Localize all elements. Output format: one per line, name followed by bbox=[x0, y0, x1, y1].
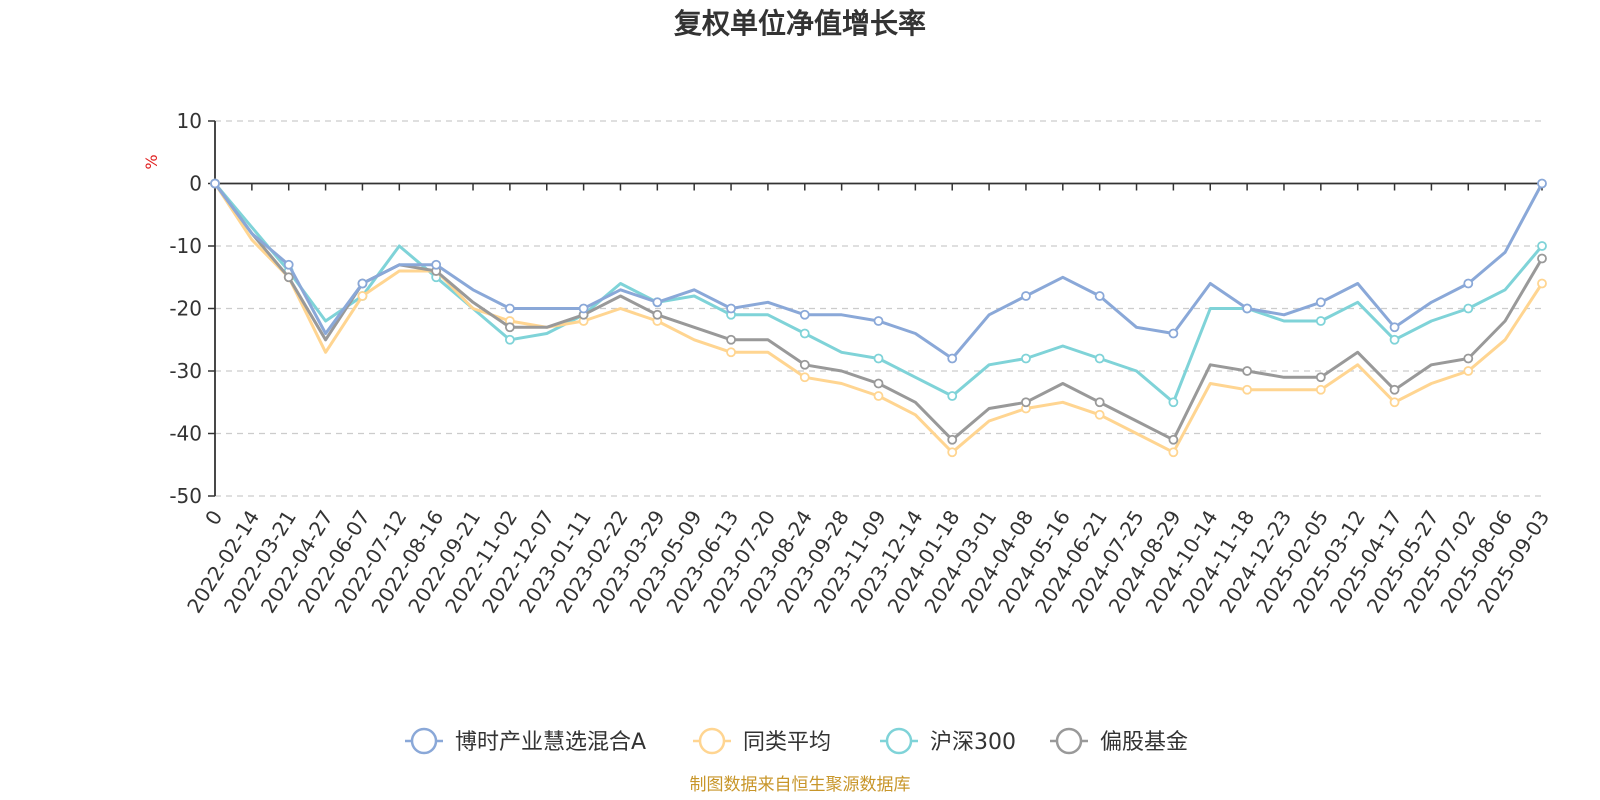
data-source-note: 制图数据来自恒生聚源数据库 bbox=[690, 775, 911, 795]
legend[interactable]: 博时产业慧选混合A 同类平均 沪深300 偏股基金 bbox=[405, 727, 1188, 755]
legend-marker-2 bbox=[885, 727, 913, 755]
series-1-point-4 bbox=[357, 291, 368, 301]
series-0-point-0 bbox=[210, 178, 220, 189]
series-3-point-26 bbox=[1168, 434, 1179, 445]
grid-lines bbox=[215, 120, 1542, 497]
series-lines bbox=[210, 178, 1547, 458]
series-0-point-8 bbox=[504, 303, 515, 314]
series-0-point-4 bbox=[357, 278, 368, 289]
series-3-point-12 bbox=[652, 309, 663, 320]
series-3-point-32 bbox=[1389, 384, 1400, 395]
series-3-point-30 bbox=[1315, 372, 1326, 383]
series-0-point-14 bbox=[726, 303, 736, 314]
legend-item-0[interactable]: 博时产业慧选混合A bbox=[405, 727, 646, 755]
series-1-point-18 bbox=[873, 391, 884, 401]
y-tick-label-0: 10 bbox=[177, 109, 202, 133]
series-3-point-22 bbox=[1021, 397, 1031, 408]
series-1-point-26 bbox=[1168, 447, 1179, 458]
series-3-point-36 bbox=[1537, 253, 1547, 264]
series-0-point-10 bbox=[578, 303, 589, 314]
series-1-point-24 bbox=[1094, 409, 1105, 420]
series-3-point-18 bbox=[873, 378, 884, 389]
series-2-point-30 bbox=[1315, 316, 1326, 326]
series-0-point-24 bbox=[1094, 291, 1105, 301]
series-0-point-32 bbox=[1389, 322, 1400, 333]
series-2-point-24 bbox=[1094, 353, 1105, 364]
y-axis-unit: % bbox=[142, 154, 161, 169]
series-2-point-36 bbox=[1537, 241, 1547, 251]
series-line-3 bbox=[213, 182, 1544, 442]
series-0-point-12 bbox=[652, 297, 663, 308]
y-tick-label-4: -30 bbox=[169, 359, 202, 383]
series-2-point-16 bbox=[799, 328, 810, 339]
series-3-point-16 bbox=[799, 359, 810, 370]
legend-label-0: 博时产业慧选混合A bbox=[455, 730, 646, 755]
series-0-point-26 bbox=[1168, 328, 1179, 339]
series-3-point-28 bbox=[1242, 366, 1253, 376]
series-2-point-32 bbox=[1389, 334, 1400, 345]
legend-marker-3 bbox=[1055, 727, 1083, 755]
series-3-point-8 bbox=[504, 322, 515, 333]
legend-label-1: 同类平均 bbox=[743, 730, 831, 755]
series-0-point-20 bbox=[947, 353, 958, 364]
chart-title: 复权单位净值增长率 bbox=[674, 7, 926, 40]
y-tick-label-3: -20 bbox=[169, 297, 202, 321]
series-0-point-34 bbox=[1463, 278, 1474, 289]
series-1-point-14 bbox=[726, 347, 736, 358]
y-tick-labels: 10 0 -10 -20 -30 -40 -50 bbox=[169, 109, 202, 508]
series-1-point-16 bbox=[799, 372, 810, 383]
legend-item-2[interactable]: 沪深300 bbox=[880, 727, 1016, 755]
series-2-point-18 bbox=[873, 353, 884, 364]
legend-label-3: 偏股基金 bbox=[1100, 730, 1188, 755]
series-3 bbox=[210, 178, 1547, 445]
legend-marker-1 bbox=[698, 727, 726, 755]
x-tick-label-0: 0 bbox=[200, 506, 227, 530]
series-3-point-34 bbox=[1463, 353, 1474, 364]
series-3-point-24 bbox=[1094, 397, 1105, 408]
y-tick-label-2: -10 bbox=[169, 234, 202, 258]
legend-label-2: 沪深300 bbox=[930, 730, 1016, 755]
series-1-point-30 bbox=[1315, 384, 1326, 395]
series-0-point-2 bbox=[283, 259, 294, 270]
series-0-point-18 bbox=[873, 316, 884, 326]
series-1-point-20 bbox=[947, 447, 958, 458]
series-0-point-22 bbox=[1021, 291, 1031, 301]
series-2-point-22 bbox=[1021, 353, 1031, 364]
legend-marker-0 bbox=[410, 727, 438, 755]
y-tick-label-5: -40 bbox=[169, 422, 202, 446]
series-0-point-30 bbox=[1315, 297, 1326, 308]
series-2-point-20 bbox=[947, 391, 958, 401]
series-1-point-32 bbox=[1389, 397, 1400, 408]
x-tick-labels: 02022-02-142022-03-212022-04-272022-06-0… bbox=[182, 506, 1554, 617]
series-3-point-20 bbox=[947, 434, 958, 445]
y-tick-label-6: -50 bbox=[169, 484, 202, 508]
series-1-point-28 bbox=[1242, 384, 1253, 395]
y-tick-label-1: 0 bbox=[189, 172, 202, 196]
series-0-point-28 bbox=[1242, 303, 1253, 314]
series-3-point-2 bbox=[283, 272, 294, 283]
legend-item-1[interactable]: 同类平均 bbox=[693, 727, 831, 755]
series-2-point-8 bbox=[504, 334, 515, 345]
series-0-point-36 bbox=[1537, 178, 1547, 189]
series-0-point-6 bbox=[431, 259, 442, 270]
series-line-2 bbox=[213, 182, 1544, 404]
series-0 bbox=[210, 178, 1547, 364]
series-2-point-26 bbox=[1168, 397, 1179, 408]
series-1-point-36 bbox=[1537, 278, 1547, 289]
series-3-point-14 bbox=[726, 334, 736, 345]
legend-item-3[interactable]: 偏股基金 bbox=[1050, 727, 1188, 755]
series-0-point-16 bbox=[799, 309, 810, 320]
series-1-point-34 bbox=[1463, 366, 1474, 376]
series-2-point-34 bbox=[1463, 303, 1474, 314]
